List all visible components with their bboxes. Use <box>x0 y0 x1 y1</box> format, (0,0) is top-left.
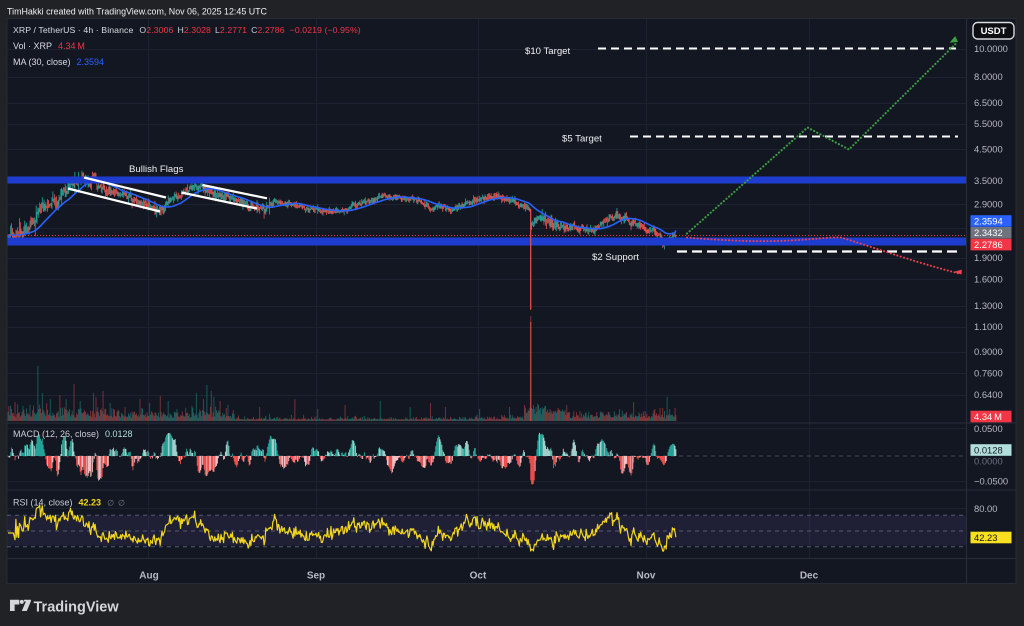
svg-text:1.1000: 1.1000 <box>974 321 1003 332</box>
svg-text:Oct: Oct <box>470 571 487 582</box>
svg-text:2.2786: 2.2786 <box>974 239 1003 250</box>
svg-text:1.9000: 1.9000 <box>974 252 1003 263</box>
svg-text:80.00: 80.00 <box>974 503 997 514</box>
svg-text:2.9000: 2.9000 <box>974 199 1003 210</box>
svg-text:2.3594: 2.3594 <box>974 215 1003 226</box>
svg-text:1.6000: 1.6000 <box>974 274 1003 285</box>
svg-text:Sep: Sep <box>307 571 325 582</box>
svg-text:MA (30, close)2.3594: MA (30, close) 2.3594 <box>13 57 104 67</box>
svg-text:0.9000: 0.9000 <box>974 346 1003 357</box>
svg-text:0.0128: 0.0128 <box>974 444 1003 455</box>
svg-text:0.6400: 0.6400 <box>974 389 1003 400</box>
svg-text:42.23: 42.23 <box>974 532 997 543</box>
svg-text:TimHakki created with TradingV: TimHakki created with TradingView.com, N… <box>7 7 268 17</box>
svg-text:Dec: Dec <box>800 571 819 582</box>
svg-text:$10 Target: $10 Target <box>525 46 570 57</box>
svg-text:4.5000: 4.5000 <box>974 143 1003 154</box>
svg-text:RSI (14, close)42.23∅∅: RSI (14, close) 42.23 ∅ ∅ <box>13 498 125 508</box>
svg-text:8.0000: 8.0000 <box>974 71 1003 82</box>
svg-text:3.5000: 3.5000 <box>974 175 1003 186</box>
svg-text:$2 Support: $2 Support <box>592 252 639 263</box>
svg-text:TradingView: TradingView <box>34 600 120 616</box>
svg-text:5.5000: 5.5000 <box>974 118 1003 129</box>
svg-text:0.7600: 0.7600 <box>974 367 1003 378</box>
svg-text:10.0000: 10.0000 <box>974 43 1008 54</box>
svg-text:2.3432: 2.3432 <box>974 227 1003 238</box>
svg-text:Aug: Aug <box>139 571 158 582</box>
svg-text:Nov: Nov <box>637 571 656 582</box>
svg-text:USDT: USDT <box>981 26 1007 37</box>
svg-text:4.34 M: 4.34 M <box>974 411 1002 422</box>
svg-text:MACD (12, 26, close)0.0128: MACD (12, 26, close) 0.0128 <box>13 429 133 439</box>
svg-text:−0.0500: −0.0500 <box>974 475 1008 486</box>
svg-text:1.3000: 1.3000 <box>974 300 1003 311</box>
svg-text:Bullish Flags: Bullish Flags <box>129 164 184 175</box>
svg-text:0.0500: 0.0500 <box>974 423 1003 434</box>
svg-text:0.0000: 0.0000 <box>974 456 1003 467</box>
svg-text:$5 Target: $5 Target <box>562 134 602 145</box>
svg-text:6.5000: 6.5000 <box>974 97 1003 108</box>
